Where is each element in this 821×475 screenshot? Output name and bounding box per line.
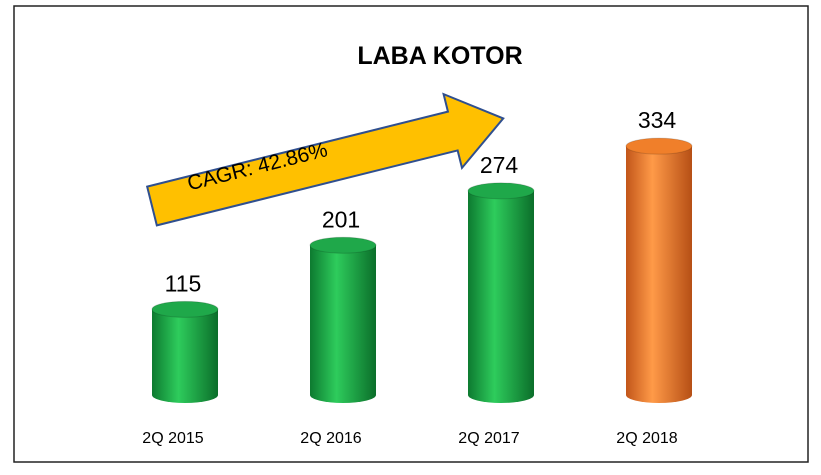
- x-tick-label: 2Q 2016: [300, 430, 361, 447]
- bar-top: [467, 182, 535, 200]
- chart-title: LABA KOTOR: [357, 42, 522, 70]
- bar-top: [151, 300, 219, 318]
- bar-top: [625, 137, 693, 155]
- x-tick-label: 2Q 2017: [458, 430, 519, 447]
- x-tick-label: 2Q 2015: [142, 430, 203, 447]
- data-label: 201: [322, 206, 360, 232]
- x-tick-label: 2Q 2018: [616, 430, 677, 447]
- bar: [626, 146, 692, 395]
- bar: [468, 190, 534, 395]
- bar: [152, 309, 218, 395]
- bar-top: [309, 236, 377, 254]
- data-label: 274: [480, 152, 519, 178]
- bar: [310, 245, 376, 395]
- data-label: 115: [165, 270, 202, 296]
- data-label: 334: [638, 107, 677, 133]
- arrow-shape: [145, 92, 505, 227]
